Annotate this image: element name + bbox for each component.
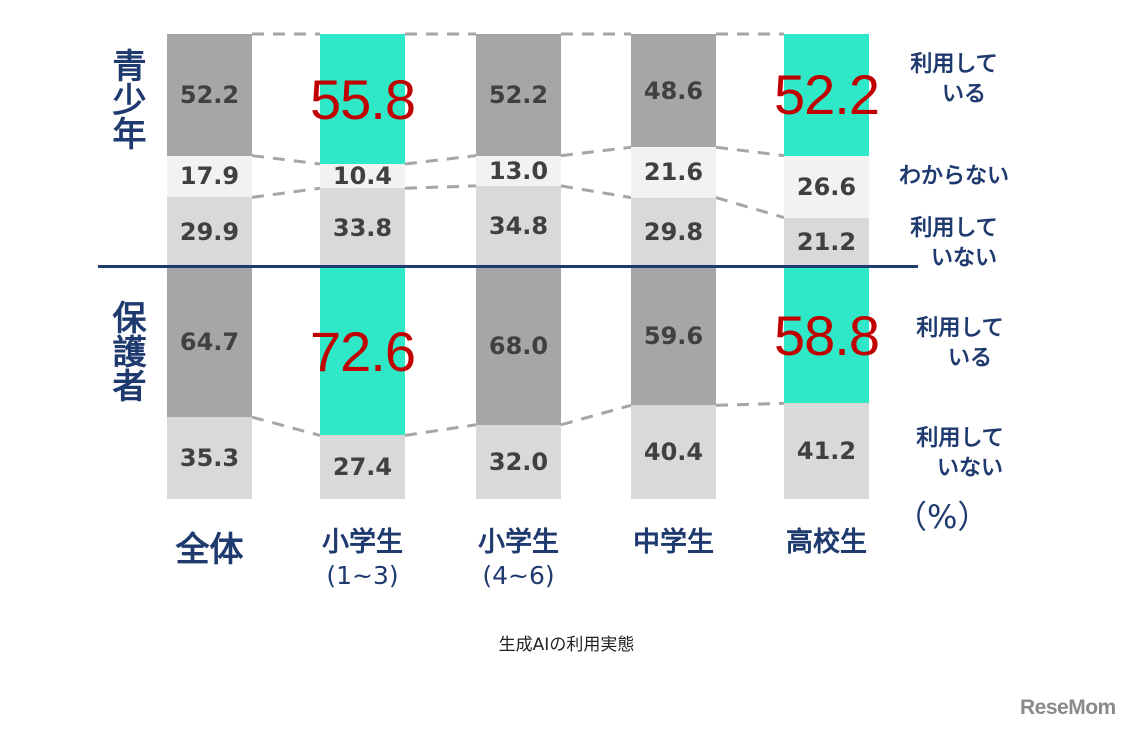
- panel-label-parents: 保護者: [106, 300, 146, 402]
- bar-保護者-4: 58.8 41.2: [774, 267, 880, 499]
- panel-label-youth: 青少年: [106, 48, 146, 150]
- segment-利用していない: 40.4: [631, 405, 716, 499]
- bar-保護者-3: 59.6 40.4: [631, 267, 716, 499]
- segment-利用している: 52.2: [774, 34, 880, 156]
- segment-利用していない: 29.9: [167, 197, 252, 267]
- segment-利用している: 52.2: [476, 34, 561, 156]
- segment-利用していない: 33.8: [320, 188, 405, 267]
- panel-divider: [98, 265, 918, 268]
- category-label: 全体: [175, 530, 244, 570]
- bar-青少年-1: 55.8 10.4 33.8: [310, 34, 416, 267]
- segment-わからない: 26.6: [784, 155, 869, 218]
- bar-保護者-2: 68.0 32.0: [476, 267, 561, 499]
- bar-保護者-0: 64.7 35.3: [167, 267, 252, 499]
- legend-item: 利用して いる: [910, 52, 998, 107]
- segment-利用している: 55.8: [310, 34, 416, 164]
- segment-わからない: 17.9: [167, 155, 252, 198]
- segment-利用していない: 41.2: [784, 403, 869, 499]
- panel-label-youth-text: 青少年: [106, 48, 146, 150]
- segment-利用していない: 35.3: [167, 417, 252, 499]
- panel-label-parents-text: 保護者: [106, 300, 146, 402]
- segment-利用している: 48.6: [631, 34, 716, 148]
- segment-利用していない: 34.8: [476, 185, 561, 267]
- category-label: 小学生 (1~3): [322, 527, 403, 590]
- bar-青少年-3: 48.6 21.6 29.8: [631, 34, 716, 267]
- category-label: 中学生: [633, 527, 714, 558]
- bar-保護者-1: 72.6 27.4: [310, 267, 416, 499]
- bar-青少年-4: 52.2 26.6 21.2: [774, 34, 880, 267]
- segment-わからない: 13.0: [476, 155, 561, 186]
- category-label: 高校生: [786, 527, 867, 558]
- segment-利用していない: 21.2: [784, 217, 869, 267]
- segment-利用している: 52.2: [167, 34, 252, 156]
- segment-利用している: 59.6: [631, 267, 716, 406]
- bar-青少年-0: 52.2 17.9 29.9: [167, 34, 252, 267]
- segment-利用している: 64.7: [167, 267, 252, 418]
- category-label: 小学生 (4~6): [478, 527, 559, 590]
- legend-item: わからない: [898, 164, 1009, 189]
- segment-わからない: 21.6: [631, 147, 716, 198]
- resemom-logo: ReseMom: [1020, 696, 1116, 719]
- chart-caption: 生成AIの利用実態: [498, 635, 635, 655]
- legend-item: 利用して いる: [916, 316, 1004, 371]
- bar-青少年-2: 52.2 13.0 34.8: [476, 34, 561, 267]
- unit-label: （%）: [895, 498, 990, 536]
- segment-利用していない: 29.8: [631, 197, 716, 267]
- segment-利用していない: 27.4: [320, 435, 405, 499]
- segment-利用している: 68.0: [476, 267, 561, 425]
- legend-item: 利用して いない: [910, 216, 998, 271]
- legend-item: 利用して いない: [916, 426, 1004, 481]
- segment-わからない: 10.4: [320, 162, 405, 190]
- segment-利用している: 58.8: [774, 267, 880, 404]
- segment-利用していない: 32.0: [476, 424, 561, 499]
- segment-利用している: 72.6: [310, 267, 416, 436]
